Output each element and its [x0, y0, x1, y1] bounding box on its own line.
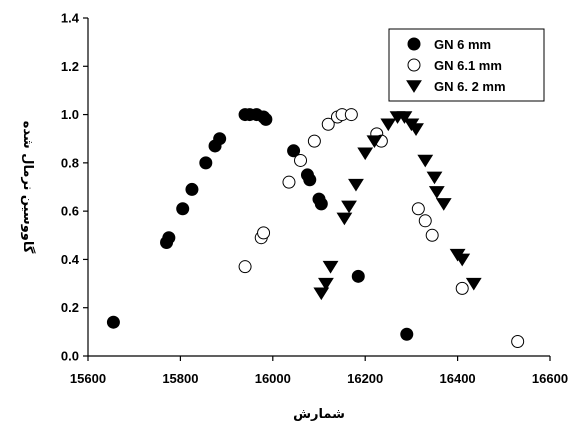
- data-point: [418, 214, 432, 228]
- data-point: [366, 135, 383, 149]
- data-point: [287, 144, 301, 158]
- legend-label: GN 6. 2 mm: [434, 79, 506, 94]
- legend-marker: [406, 80, 422, 93]
- data-point: [465, 277, 482, 291]
- data-point: [314, 197, 328, 211]
- y-tick-label: 0.0: [61, 349, 79, 364]
- data-point: [380, 118, 397, 132]
- legend-marker: [407, 58, 421, 72]
- legend-label: GN 6 mm: [434, 37, 491, 52]
- y-axis-title: گاووسین نرمال شده: [20, 121, 36, 254]
- data-point: [426, 171, 443, 185]
- data-point: [341, 200, 357, 214]
- series-2: [238, 108, 525, 349]
- data-point: [425, 228, 439, 242]
- data-point: [455, 281, 469, 295]
- data-point: [411, 202, 425, 216]
- data-point: [357, 147, 374, 161]
- data-point: [344, 108, 358, 122]
- data-point: [185, 182, 199, 196]
- data-point: [259, 112, 273, 126]
- data-point: [318, 277, 334, 291]
- x-tick-label: 16400: [440, 371, 476, 386]
- data-point: [351, 269, 365, 283]
- data-point: [313, 287, 330, 301]
- data-point: [454, 253, 471, 267]
- data-point: [511, 335, 525, 349]
- data-point: [307, 134, 321, 148]
- data-point: [408, 123, 424, 136]
- data-point: [238, 260, 252, 274]
- legend-marker: [407, 37, 421, 51]
- data-point: [336, 212, 353, 226]
- data-point: [176, 202, 190, 216]
- data-point: [322, 260, 339, 274]
- plot-area: [87, 18, 550, 357]
- y-axis: 0.0 0.2 0.4 0.6 0.8 1.0 1.2 1.4: [61, 11, 88, 364]
- data-point: [348, 178, 364, 192]
- x-tick-label: 15800: [162, 371, 198, 386]
- data-points: [106, 108, 525, 349]
- y-tick-label: 1.2: [61, 59, 79, 74]
- legend: GN 6 mm GN 6.1 mm GN 6. 2 mm: [388, 28, 545, 102]
- data-point: [435, 198, 452, 211]
- y-tick-label: 1.4: [61, 11, 80, 26]
- data-point: [213, 132, 227, 146]
- x-tick-label: 16200: [347, 371, 383, 386]
- data-point: [257, 226, 271, 240]
- data-point: [106, 315, 120, 329]
- y-tick-label: 0.6: [61, 204, 79, 219]
- data-point: [162, 231, 176, 245]
- y-tick-label: 0.8: [61, 155, 79, 170]
- data-point: [417, 154, 434, 168]
- data-point: [428, 186, 445, 199]
- y-tick-label: 0.2: [61, 300, 79, 315]
- data-point: [282, 175, 296, 189]
- x-tick-label: 16000: [255, 371, 291, 386]
- data-point: [400, 327, 414, 341]
- x-axis-title: شمارش: [293, 407, 345, 422]
- legend-label: GN 6.1 mm: [434, 58, 502, 73]
- x-axis: 15600 15800 16000 16200 16400 16600: [70, 356, 568, 386]
- data-point: [396, 111, 413, 124]
- data-point: [199, 156, 213, 170]
- y-tick-label: 1.0: [61, 107, 79, 122]
- data-point: [303, 173, 317, 187]
- data-point: [321, 117, 335, 131]
- y-tick-label: 0.4: [61, 252, 80, 267]
- series-3: [313, 111, 482, 301]
- series-1: [106, 108, 414, 341]
- x-tick-label: 16600: [532, 371, 568, 386]
- x-tick-label: 15600: [70, 371, 106, 386]
- data-point: [294, 153, 308, 167]
